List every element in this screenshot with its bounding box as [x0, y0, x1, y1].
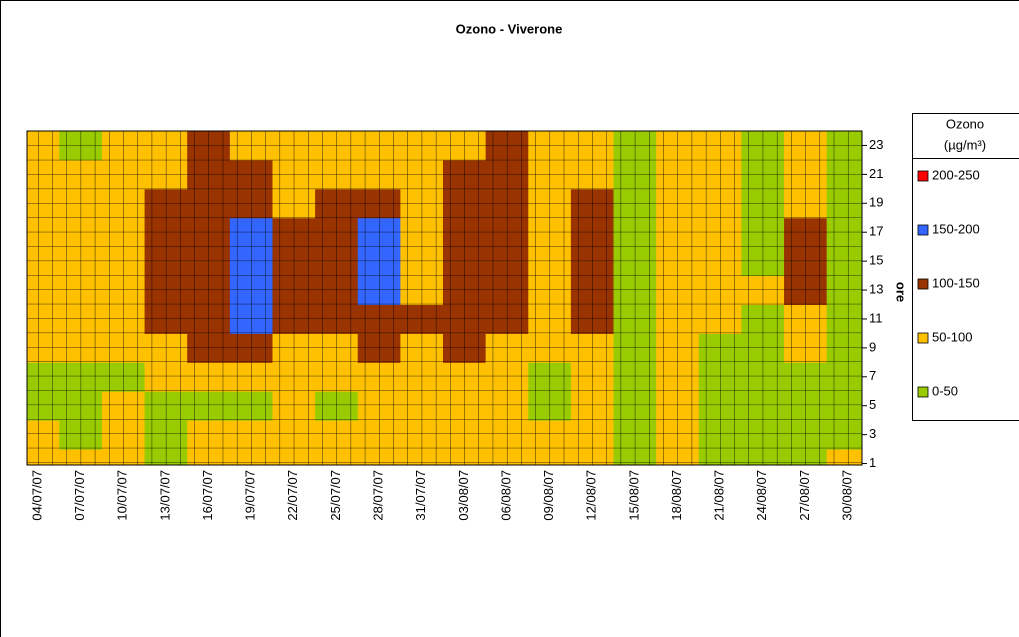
x-tick-label: 22/07/07 [285, 470, 300, 521]
y-tick-label: 15 [869, 253, 883, 268]
legend-swatch [917, 278, 929, 290]
y-axis-title: ore [894, 282, 909, 302]
x-tick-label: 07/07/07 [72, 470, 87, 521]
x-tick-label: 18/08/07 [669, 470, 684, 521]
chart-title: Ozono - Viverone [456, 21, 563, 36]
x-tick-label: 15/08/07 [626, 470, 641, 521]
y-tick-label: 13 [869, 281, 883, 296]
y-tick-label: 19 [869, 195, 883, 210]
x-tick-label: 16/07/07 [200, 470, 215, 521]
legend-box [912, 113, 1019, 421]
legend-label: 50-100 [932, 329, 972, 344]
y-tick-label: 17 [869, 224, 883, 239]
x-tick-label: 06/08/07 [498, 470, 513, 521]
y-tick-label: 7 [869, 368, 876, 383]
plot-grid [26, 130, 863, 466]
legend-swatch [917, 224, 929, 236]
legend-title: Ozono [946, 116, 984, 131]
x-tick-label: 13/07/07 [157, 470, 172, 521]
x-tick-label: 28/07/07 [370, 470, 385, 521]
legend-label: 150-200 [932, 221, 980, 236]
x-tick-label: 21/08/07 [712, 470, 727, 521]
x-tick-label: 12/08/07 [584, 470, 599, 521]
x-tick-label: 10/07/07 [115, 470, 130, 521]
x-tick-label: 04/07/07 [29, 470, 44, 521]
y-tick-label: 9 [869, 339, 876, 354]
y-tick-label: 11 [869, 310, 883, 325]
x-tick-label: 30/08/07 [839, 470, 854, 521]
y-tick-label: 1 [869, 455, 876, 470]
x-tick-label: 31/07/07 [413, 470, 428, 521]
legend-swatch [917, 332, 929, 344]
y-tick-label: 3 [869, 426, 876, 441]
y-tick-label: 21 [869, 166, 883, 181]
x-tick-label: 24/08/07 [754, 470, 769, 521]
legend-swatch [917, 170, 929, 182]
x-tick-label: 09/08/07 [541, 470, 556, 521]
y-tick-label: 23 [869, 137, 883, 152]
legend-label: 100-150 [932, 275, 980, 290]
x-tick-label: 25/07/07 [328, 470, 343, 521]
y-tick-label: 5 [869, 397, 876, 412]
legend-title: (µg/m³) [944, 137, 986, 152]
x-tick-label: 19/07/07 [243, 470, 258, 521]
x-tick-label: 27/08/07 [797, 470, 812, 521]
legend-label: 0-50 [932, 383, 958, 398]
legend-swatch [917, 386, 929, 398]
legend-label: 200-250 [932, 167, 980, 182]
legend-header [912, 113, 1019, 159]
x-tick-label: 03/08/07 [456, 470, 471, 521]
